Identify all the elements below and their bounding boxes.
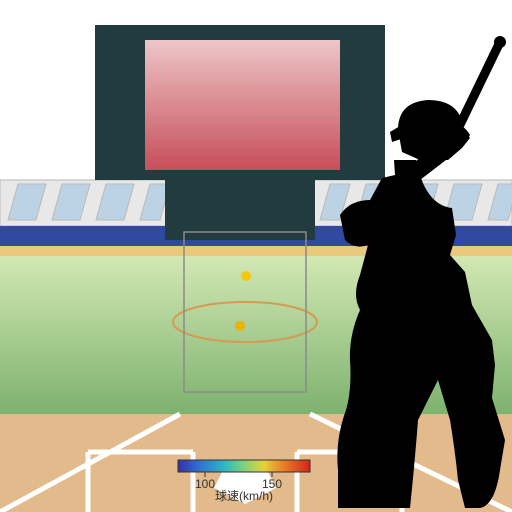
- pitch-marker: [241, 271, 251, 281]
- colorbar-title: 球速(km/h): [215, 489, 273, 503]
- colorbar-tick-label: 100: [195, 477, 215, 491]
- scoreboard-screen: [145, 40, 340, 170]
- speed-colorbar: [178, 460, 310, 472]
- pitch-location-chart: 100150球速(km/h): [0, 0, 512, 512]
- scoreboard-support: [165, 180, 315, 240]
- pitch-marker: [235, 321, 245, 331]
